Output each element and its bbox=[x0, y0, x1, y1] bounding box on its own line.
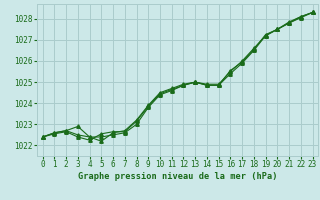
X-axis label: Graphe pression niveau de la mer (hPa): Graphe pression niveau de la mer (hPa) bbox=[78, 172, 277, 181]
